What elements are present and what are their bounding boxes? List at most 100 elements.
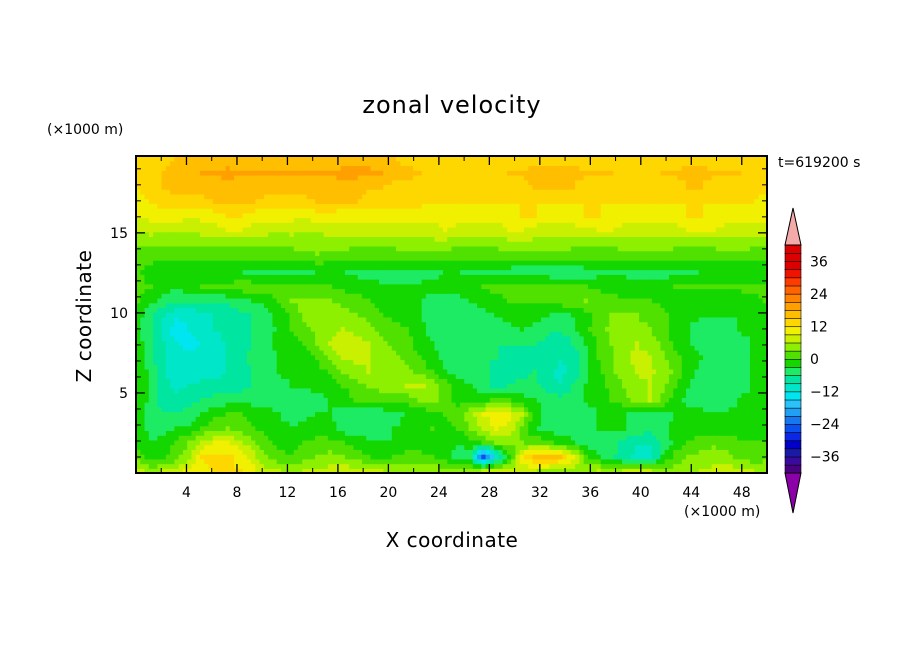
field-cell — [532, 383, 538, 389]
field-cell — [153, 387, 158, 394]
field-cell — [242, 373, 248, 379]
field-cell — [379, 354, 384, 361]
field-cell — [647, 392, 653, 398]
field-cell — [400, 354, 406, 361]
field-cell — [148, 454, 154, 460]
field-cell — [212, 468, 218, 473]
field-cell — [370, 449, 376, 455]
field-cell — [604, 316, 610, 323]
field-cell — [758, 326, 764, 332]
field-cell — [532, 430, 538, 436]
field-cell — [711, 416, 717, 422]
field-cell — [528, 463, 534, 469]
field-cell — [374, 411, 380, 417]
field-cell — [455, 312, 461, 318]
field-cell — [494, 378, 499, 384]
field-cell — [408, 354, 414, 361]
field-cell — [396, 383, 401, 389]
field-cell — [442, 359, 448, 365]
field-cell — [323, 335, 329, 342]
field-cell — [460, 425, 465, 432]
field-cell — [489, 406, 495, 413]
field-cell — [344, 454, 350, 460]
field-cell — [468, 444, 474, 450]
field-cell — [404, 449, 410, 455]
field-cell — [255, 392, 261, 398]
field-cell — [187, 411, 193, 417]
field-cell — [575, 316, 580, 323]
field-cell — [562, 454, 568, 460]
field-cell — [536, 383, 542, 389]
field-cell — [447, 416, 453, 422]
field-cell — [276, 340, 282, 346]
field-cell — [737, 402, 743, 408]
field-cell — [421, 316, 427, 323]
field-cell — [276, 402, 282, 408]
field-cell — [298, 397, 303, 403]
field-cell — [762, 321, 767, 327]
field-cell — [379, 463, 384, 469]
field-cell — [276, 435, 282, 441]
field-cell — [344, 349, 350, 356]
field-cell — [553, 335, 559, 342]
field-cell — [225, 406, 231, 413]
field-cell — [246, 463, 252, 469]
field-cell — [161, 387, 167, 394]
field-cell — [357, 312, 363, 318]
field-cell — [566, 411, 572, 417]
field-cell — [289, 364, 295, 370]
field-cell — [579, 416, 585, 422]
field-cell — [549, 402, 555, 408]
field-cell — [148, 420, 154, 427]
field-cell — [447, 359, 453, 365]
field-cell — [656, 326, 662, 332]
field-cell — [447, 316, 453, 323]
field-cell — [741, 316, 747, 323]
field-cell — [302, 368, 308, 375]
field-cell — [762, 411, 767, 417]
field-cell — [199, 416, 205, 422]
field-cell — [182, 316, 188, 323]
field-cell — [425, 402, 431, 408]
field-cell — [754, 373, 760, 379]
field-cell — [656, 444, 662, 450]
field-cell — [263, 392, 269, 398]
field-cell — [238, 439, 244, 446]
field-cell — [596, 402, 602, 408]
field-cell — [728, 463, 734, 469]
field-cell — [208, 411, 214, 417]
field-cell — [587, 326, 593, 332]
field-cell — [327, 335, 333, 342]
field-cell — [370, 411, 376, 417]
field-cell — [430, 321, 436, 327]
field-cell — [460, 335, 465, 342]
field-cell — [323, 454, 329, 460]
field-cell — [737, 411, 743, 417]
field-cell — [251, 463, 256, 469]
field-cell — [558, 435, 563, 441]
field-cell — [263, 354, 269, 361]
field-cell — [293, 368, 299, 375]
field-cell — [609, 321, 615, 327]
field-cell — [575, 359, 580, 365]
field-cell — [472, 435, 478, 441]
field-cell — [349, 387, 355, 394]
field-cell — [302, 340, 308, 346]
field-cell — [319, 331, 325, 337]
field-cell — [609, 331, 615, 337]
field-cell — [579, 406, 585, 413]
field-cell — [136, 364, 141, 370]
field-cell — [549, 359, 555, 365]
field-cell — [460, 316, 465, 323]
field-cell — [144, 326, 150, 332]
field-cell — [502, 349, 508, 356]
field-cell — [357, 316, 363, 323]
field-cell — [344, 444, 350, 450]
field-cell — [408, 312, 414, 318]
field-cell — [208, 383, 214, 389]
field-cell — [485, 340, 491, 346]
field-cell — [353, 335, 359, 342]
field-cell — [536, 430, 542, 436]
field-cell — [165, 392, 171, 398]
field-cell — [191, 321, 197, 327]
